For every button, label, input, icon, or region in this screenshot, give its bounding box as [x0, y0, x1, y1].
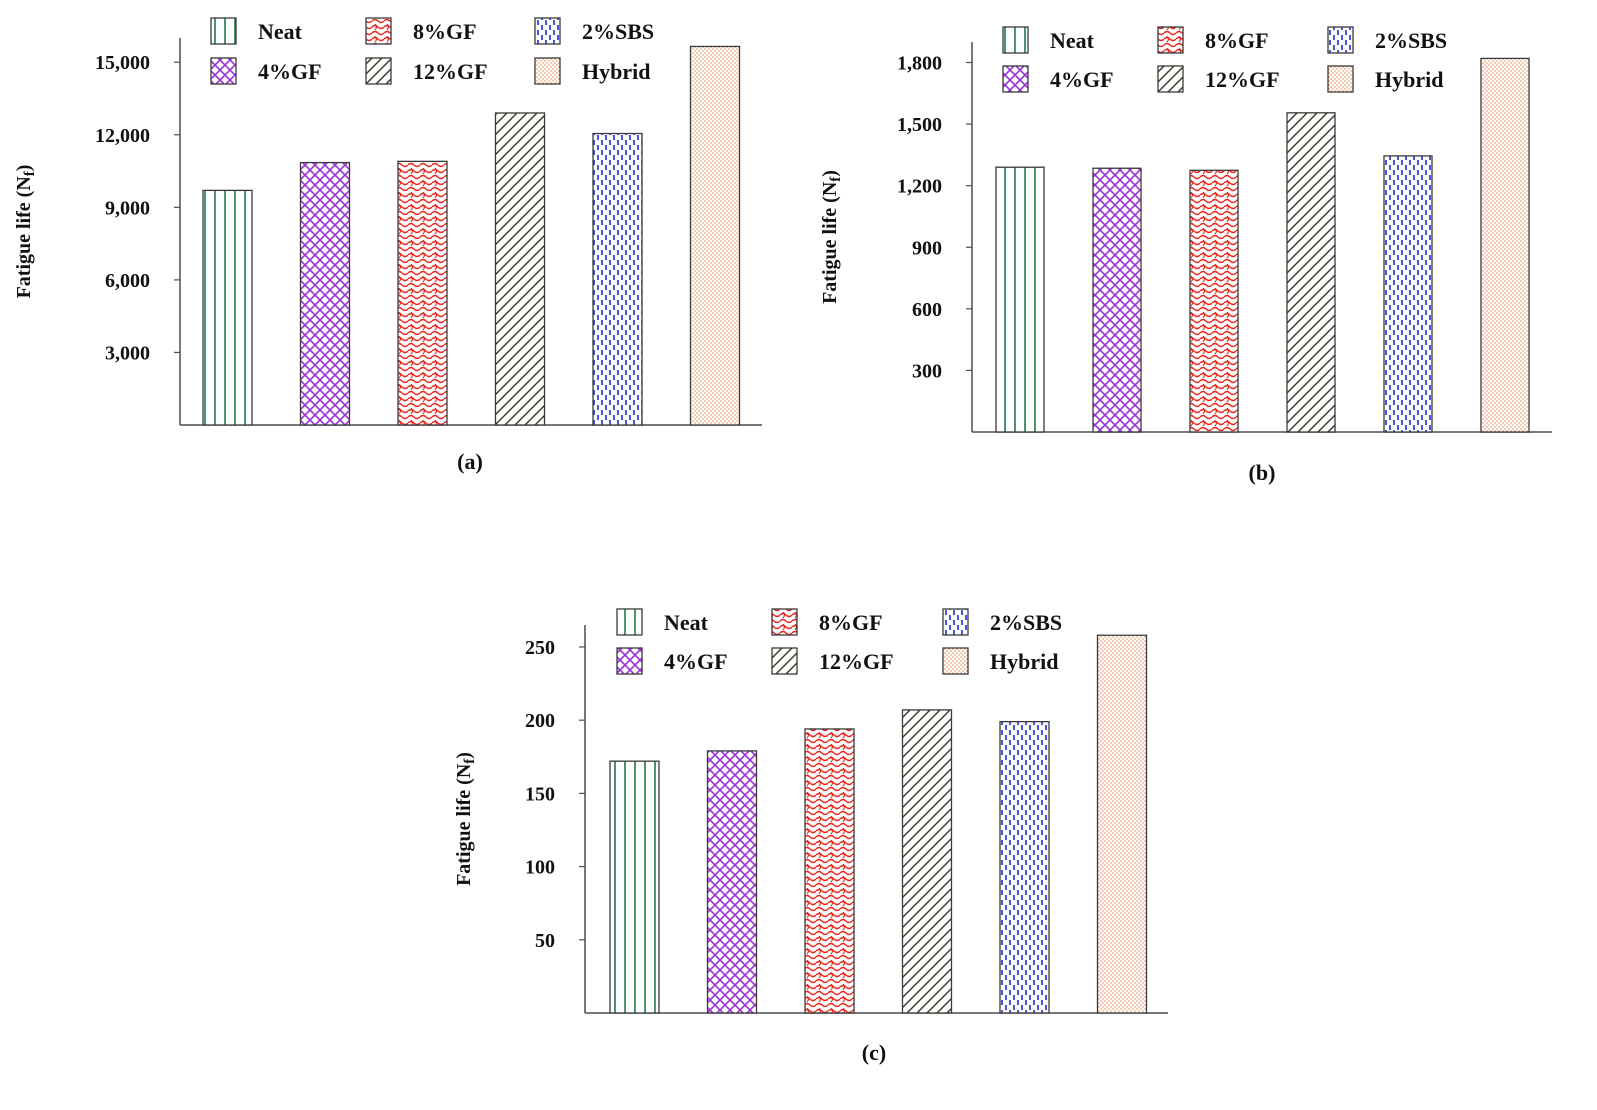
legend-label: 12%GF: [819, 649, 894, 674]
legend-label: 8%GF: [819, 610, 883, 635]
legend-label: Hybrid: [1375, 67, 1443, 92]
bar-4pct-gf: [299, 161, 351, 426]
legend-item-neat: Neat: [616, 608, 709, 636]
legend-item-neat: Neat: [210, 17, 303, 45]
y-tick-label: 600: [912, 299, 942, 321]
legend-item-2pct-sbs: 2%SBS: [942, 608, 1062, 636]
bar-2pct-sbs: [592, 132, 643, 426]
dotted-pattern-icon: [1327, 65, 1354, 93]
panel-label: (a): [457, 449, 483, 474]
y-axis-label: Fatigue life (Nf): [13, 165, 38, 299]
legend-label: 8%GF: [413, 19, 477, 44]
bar-4pct-gf: [1092, 167, 1142, 433]
panel-label: (c): [862, 1040, 886, 1065]
y-tick-label: 1,200: [897, 176, 942, 198]
bar-2pct-sbs: [1383, 155, 1433, 433]
legend-label: 12%GF: [1205, 67, 1280, 92]
crosshatch-pattern-icon: [210, 57, 237, 85]
legend-label: Neat: [664, 610, 709, 635]
bar-neat: [995, 166, 1045, 433]
bar-hybrid: [1096, 634, 1148, 1014]
y-axis-label: Fatigue life (Nf): [819, 170, 844, 304]
y-tick-label: 150: [525, 783, 555, 805]
y-tick-label: 200: [525, 710, 555, 732]
y-tick-label: 15,000: [95, 52, 150, 74]
legend-label: 4%GF: [258, 59, 322, 84]
y-tick-label: 50: [535, 930, 555, 952]
dashed-vertical-pattern-icon: [1327, 26, 1354, 54]
legend-item-8pct-gf: 8%GF: [365, 17, 477, 45]
legend-item-4pct-gf: 4%GF: [210, 57, 322, 85]
wave-pattern-icon: [365, 17, 392, 45]
legend-label: Neat: [258, 19, 303, 44]
bar-4pct-gf: [706, 750, 758, 1014]
bar-12pct-gf: [1286, 112, 1336, 433]
bar-12pct-gf: [494, 112, 546, 426]
bar-hybrid: [689, 45, 741, 426]
dotted-pattern-icon: [534, 57, 561, 85]
legend-label: Hybrid: [582, 59, 650, 84]
legend-item-2pct-sbs: 2%SBS: [1327, 26, 1447, 54]
legend-label: 12%GF: [413, 59, 488, 84]
legend-label: 2%SBS: [990, 610, 1062, 635]
legend-item-4pct-gf: 4%GF: [1002, 65, 1114, 93]
y-tick-label: 300: [912, 360, 942, 382]
legend-item-4pct-gf: 4%GF: [616, 647, 728, 675]
bar-8pct-gf: [804, 728, 855, 1014]
y-tick-label: 1,500: [897, 114, 942, 136]
bar-8pct-gf: [397, 160, 448, 426]
legend-item-neat: Neat: [1002, 26, 1095, 54]
legend-label: 8%GF: [1205, 28, 1269, 53]
chart-panel-a: 3,000 6,000 9,000 12,000 15,000 Fatigue life …: [13, 17, 762, 474]
chart-panel-b: 300 600 900 1,200 1,500 1,800 Fatigue life (Nf…: [819, 26, 1552, 485]
legend-label: Neat: [1050, 28, 1095, 53]
bar-hybrid: [1480, 57, 1530, 433]
legend-label: 2%SBS: [582, 19, 654, 44]
dashed-vertical-pattern-icon: [942, 608, 969, 636]
wave-pattern-icon: [1157, 26, 1184, 54]
legend-item-12pct-gf: 12%GF: [1157, 65, 1280, 93]
y-axis-label: Fatigue life (Nf): [453, 752, 478, 886]
y-tick-label: 12,000: [95, 125, 150, 147]
bar-8pct-gf: [1189, 169, 1239, 433]
y-tick-label: 6,000: [105, 270, 150, 292]
y-tick-label: 100: [525, 857, 555, 879]
y-tick-label: 900: [912, 237, 942, 259]
y-tick-label: 3,000: [105, 342, 150, 364]
vertical-lines-pattern-icon: [210, 17, 237, 45]
diagonal-lines-pattern-icon: [1157, 65, 1184, 93]
chart-panel-c: 50 100 150 200 250 Fatigue life (Nf) Neat 8%GF 2…: [453, 608, 1168, 1065]
bar-2pct-sbs: [999, 720, 1050, 1014]
legend-label: Hybrid: [990, 649, 1058, 674]
vertical-lines-pattern-icon: [1002, 26, 1029, 54]
legend-item-8pct-gf: 8%GF: [1157, 26, 1269, 54]
bar-neat: [609, 760, 660, 1014]
diagonal-lines-pattern-icon: [365, 57, 392, 85]
y-tick-label: 9,000: [105, 197, 150, 219]
legend-item-12pct-gf: 12%GF: [365, 57, 488, 85]
crosshatch-pattern-icon: [616, 647, 643, 675]
crosshatch-pattern-icon: [1002, 65, 1029, 93]
bar-neat: [202, 189, 253, 426]
legend-item-hybrid: Hybrid: [534, 57, 650, 85]
legend-item-12pct-gf: 12%GF: [771, 647, 894, 675]
wave-pattern-icon: [771, 608, 798, 636]
bar-12pct-gf: [901, 709, 953, 1014]
legend-label: 4%GF: [664, 649, 728, 674]
diagonal-lines-pattern-icon: [771, 647, 798, 675]
y-tick-label: 250: [525, 637, 555, 659]
dotted-pattern-icon: [942, 647, 969, 675]
panel-label: (b): [1249, 460, 1276, 485]
vertical-lines-pattern-icon: [616, 608, 643, 636]
legend-item-hybrid: Hybrid: [942, 647, 1058, 675]
legend-item-8pct-gf: 8%GF: [771, 608, 883, 636]
legend-item-2pct-sbs: 2%SBS: [534, 17, 654, 45]
legend-item-hybrid: Hybrid: [1327, 65, 1443, 93]
y-tick-label: 1,800: [897, 53, 942, 75]
dashed-vertical-pattern-icon: [534, 17, 561, 45]
legend-label: 2%SBS: [1375, 28, 1447, 53]
legend-label: 4%GF: [1050, 67, 1114, 92]
